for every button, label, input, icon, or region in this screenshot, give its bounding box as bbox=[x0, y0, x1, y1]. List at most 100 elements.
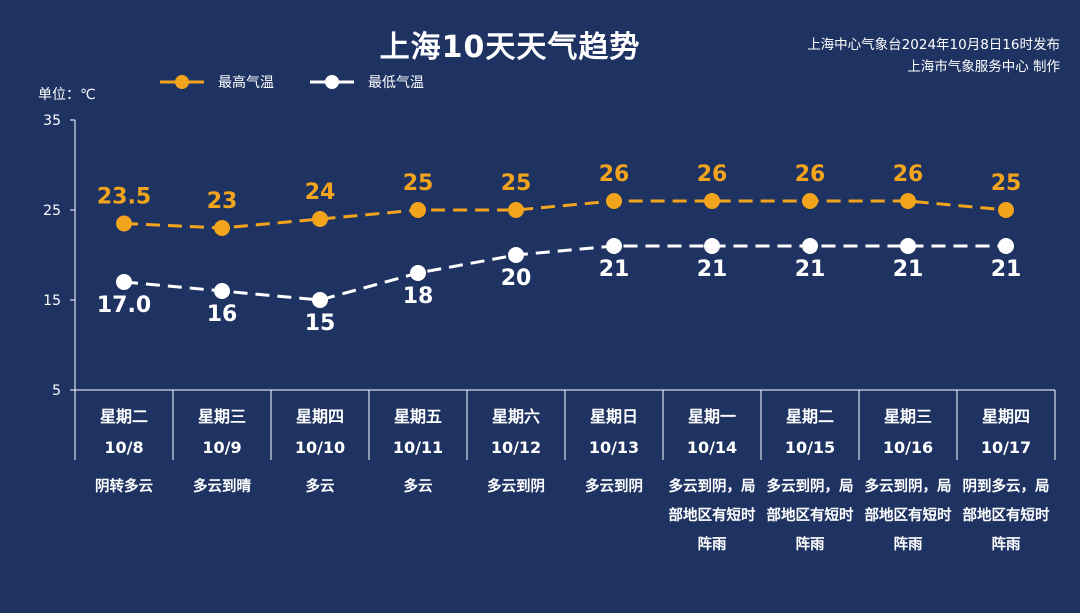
date-label: 10/12 bbox=[490, 438, 542, 457]
data-label-min: 21 bbox=[893, 257, 924, 282]
point-max bbox=[508, 202, 524, 218]
data-label-min: 15 bbox=[305, 311, 336, 336]
data-label-max: 25 bbox=[403, 171, 434, 196]
legend-max-label: 最高气温 bbox=[218, 75, 274, 91]
data-label-max: 24 bbox=[305, 180, 336, 205]
weekday-label: 星期六 bbox=[491, 407, 540, 426]
day-column: 星期日 10/13 多云到阴 bbox=[565, 390, 663, 502]
data-label-max: 25 bbox=[991, 171, 1022, 196]
date-label: 10/8 bbox=[104, 438, 144, 457]
point-max bbox=[802, 193, 818, 209]
point-min bbox=[900, 238, 916, 254]
data-label-min: 18 bbox=[403, 284, 434, 309]
weekday-label: 星期一 bbox=[687, 407, 736, 426]
unit-label: 单位：℃ bbox=[38, 87, 96, 103]
weekday-label: 星期二 bbox=[785, 407, 834, 426]
legend-item-min: 最低气温 bbox=[310, 72, 424, 92]
point-max bbox=[606, 193, 622, 209]
legend-min-label: 最低气温 bbox=[368, 75, 424, 91]
data-label-max: 26 bbox=[893, 162, 924, 187]
y-tick-label: 15 bbox=[43, 293, 61, 309]
day-column: 星期一 10/14 多云到阴，局部地区有短时阵雨 bbox=[663, 390, 761, 560]
point-min bbox=[116, 274, 132, 290]
data-label-max: 26 bbox=[697, 162, 728, 187]
y-tick-label: 35 bbox=[43, 113, 61, 129]
day-column: 星期二 10/8 阴转多云 bbox=[75, 390, 173, 502]
series-line-min bbox=[123, 244, 1006, 302]
data-label-max: 25 bbox=[501, 171, 532, 196]
weekday-label: 星期四 bbox=[295, 407, 344, 426]
data-label-max: 23 bbox=[207, 189, 238, 214]
legend: 最高气温 最低气温 bbox=[160, 70, 460, 94]
series-line-max bbox=[123, 199, 1007, 230]
producer-info: 上海市气象服务中心 制作 bbox=[907, 59, 1060, 75]
weekday-label: 星期三 bbox=[883, 407, 932, 426]
weather-desc: 多云 bbox=[305, 479, 335, 495]
data-label-min: 16 bbox=[207, 302, 238, 327]
point-min bbox=[606, 238, 622, 254]
data-label-min: 21 bbox=[991, 257, 1022, 282]
data-label-max: 23.5 bbox=[97, 185, 151, 210]
day-column: 星期四 10/17 阴到多云，局部地区有短时阵雨 bbox=[957, 390, 1055, 560]
weather-desc: 多云 bbox=[403, 479, 433, 495]
point-max bbox=[998, 202, 1014, 218]
y-tick-label: 5 bbox=[52, 383, 61, 399]
date-label: 10/15 bbox=[784, 438, 836, 457]
weather-desc: 多云到阴，局部地区有短时阵雨 bbox=[766, 479, 854, 553]
weekday-label: 星期四 bbox=[981, 407, 1030, 426]
data-label-min: 21 bbox=[795, 257, 826, 282]
date-label: 10/9 bbox=[202, 438, 242, 457]
point-min bbox=[802, 238, 818, 254]
legend-max-marker bbox=[160, 75, 204, 89]
weather-desc: 多云到阴 bbox=[585, 479, 643, 495]
y-tick-label: 25 bbox=[43, 203, 61, 219]
point-min bbox=[312, 292, 328, 308]
data-label-min: 20 bbox=[501, 266, 532, 291]
weather-desc: 阴到多云，局部地区有短时阵雨 bbox=[962, 479, 1050, 553]
weather-desc: 多云到晴 bbox=[193, 479, 251, 495]
point-min bbox=[214, 283, 230, 299]
legend-item-max: 最高气温 bbox=[160, 72, 274, 92]
day-grid: 星期二 10/8 阴转多云 星期三 10/9 多云到晴 星期四 10/10 多云 星期五 10/11… bbox=[75, 390, 1055, 553]
source-note: 上海中心气象台2024年10月8日16时发布 上海市气象服务中心 制作 bbox=[807, 34, 1060, 78]
data-label-max: 26 bbox=[599, 162, 630, 187]
point-max bbox=[410, 202, 426, 218]
data-label-min: 17.0 bbox=[97, 293, 151, 318]
day-column: 星期二 10/15 多云到阴，局部地区有短时阵雨 bbox=[761, 390, 859, 560]
weather-desc: 阴转多云 bbox=[95, 479, 153, 495]
day-column: 星期三 10/9 多云到晴 bbox=[173, 390, 271, 502]
data-label-min: 21 bbox=[599, 257, 630, 282]
weather-desc: 多云到阴，局部地区有短时阵雨 bbox=[864, 479, 952, 553]
day-column: 星期三 10/16 多云到阴，局部地区有短时阵雨 bbox=[859, 390, 957, 560]
date-label: 10/10 bbox=[294, 438, 346, 457]
point-min bbox=[704, 238, 720, 254]
date-label: 10/11 bbox=[392, 438, 444, 457]
point-max bbox=[116, 215, 132, 232]
point-max bbox=[214, 220, 230, 236]
weekday-label: 星期日 bbox=[589, 407, 638, 426]
weather-desc: 多云到阴 bbox=[487, 479, 545, 495]
point-max bbox=[900, 193, 916, 209]
date-label: 10/14 bbox=[686, 438, 738, 457]
date-label: 10/13 bbox=[588, 438, 640, 457]
date-label: 10/17 bbox=[980, 438, 1032, 457]
data-label-min: 21 bbox=[697, 257, 728, 282]
weather-desc: 多云到阴，局部地区有短时阵雨 bbox=[668, 479, 756, 553]
chart-title: 上海10天天气趋势 bbox=[379, 30, 641, 65]
point-min bbox=[410, 265, 426, 281]
day-column: 星期五 10/11 多云 bbox=[369, 390, 467, 502]
weekday-label: 星期三 bbox=[197, 407, 246, 426]
weekday-label: 星期五 bbox=[393, 407, 442, 426]
publish-info: 上海中心气象台2024年10月8日16时发布 bbox=[807, 37, 1060, 53]
point-max bbox=[312, 211, 328, 227]
point-min bbox=[508, 247, 524, 263]
weekday-label: 星期二 bbox=[99, 407, 148, 426]
data-label-max: 26 bbox=[795, 162, 826, 187]
date-label: 10/16 bbox=[882, 438, 934, 457]
point-min bbox=[998, 238, 1014, 254]
day-column: 星期六 10/12 多云到阴 bbox=[467, 390, 565, 502]
legend-min-marker bbox=[310, 75, 354, 89]
point-max bbox=[704, 193, 720, 209]
day-column: 星期四 10/10 多云 bbox=[271, 390, 369, 502]
